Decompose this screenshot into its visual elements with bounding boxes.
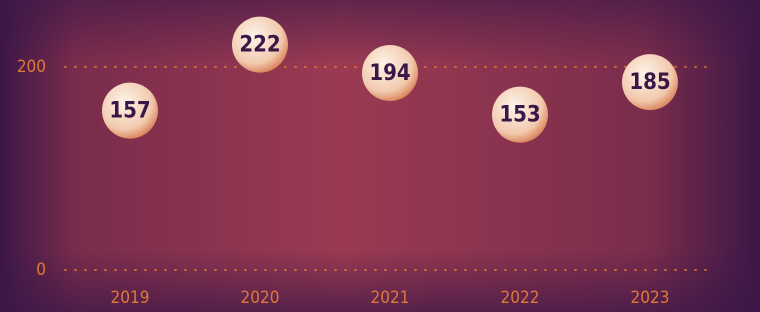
x-tick-label: 2021 bbox=[371, 288, 410, 308]
x-tick-label: 2023 bbox=[631, 288, 670, 308]
page: 020020191572020222202119420221532023185 … bbox=[0, 0, 760, 312]
value-label: 194 bbox=[369, 61, 410, 86]
value-label: 157 bbox=[109, 99, 150, 124]
x-tick-label: 2020 bbox=[241, 288, 280, 308]
background-fade bbox=[0, 0, 760, 312]
y-tick-label: 0 bbox=[36, 260, 46, 280]
y-tick-label: 200 bbox=[17, 57, 46, 77]
value-label: 153 bbox=[499, 103, 540, 128]
x-tick-label: 2022 bbox=[501, 288, 540, 308]
chart: 0 200 2019 157 2020 222 2021 194 2022 153 2023 185 bbox=[0, 0, 760, 312]
value-label: 222 bbox=[239, 33, 280, 58]
value-label: 185 bbox=[629, 70, 670, 95]
x-tick-label: 2019 bbox=[111, 288, 150, 308]
